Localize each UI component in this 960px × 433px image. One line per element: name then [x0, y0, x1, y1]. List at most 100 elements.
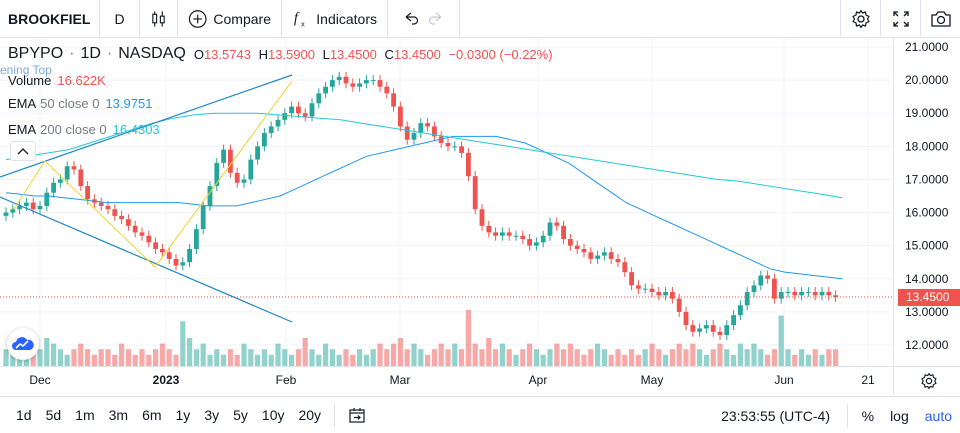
candle-body [513, 235, 519, 237]
volume-bar [771, 349, 777, 366]
candle-body [493, 232, 498, 236]
snapshot-button[interactable] [920, 0, 960, 38]
volume-bar [329, 349, 335, 366]
redo-icon[interactable] [427, 10, 445, 28]
compare-button[interactable]: Compare [178, 0, 282, 38]
volume-bar [765, 354, 771, 366]
candle-body [663, 292, 668, 296]
candle-body [826, 292, 832, 296]
auto-scale-button[interactable]: auto [924, 407, 952, 424]
candle-body [275, 119, 281, 127]
volume-bar [112, 354, 118, 366]
volume-bar [309, 349, 315, 366]
volume-bar [248, 349, 254, 366]
ema200-value: 16.4303 [112, 121, 160, 137]
volume-bar [547, 349, 553, 366]
volume-bar [622, 354, 628, 366]
percent-scale-button[interactable]: % [861, 407, 875, 424]
volume-bar [91, 354, 97, 366]
candle-body [364, 80, 369, 84]
volume-bar [350, 354, 356, 366]
volume-bar [737, 343, 743, 366]
log-scale-button[interactable]: log [890, 407, 909, 424]
legend-separator: · [106, 45, 113, 62]
range-button-3m[interactable]: 3m [108, 407, 129, 423]
volume-bar [30, 354, 36, 366]
volume-bar [676, 343, 682, 366]
volume-bar [295, 349, 301, 366]
volume-bar [697, 349, 703, 366]
volume-bar [10, 354, 16, 366]
candle-body [391, 93, 396, 107]
undo-icon[interactable] [402, 10, 420, 28]
volume-bar [363, 354, 369, 366]
volume-bar [506, 349, 512, 366]
chart-pane[interactable]: 21.0000 20.0000 19.0000 18.0000 17.0000 16.00… [0, 39, 960, 394]
goto-date-button[interactable] [341, 397, 373, 433]
volume-bar [805, 354, 811, 366]
range-button-5d[interactable]: 5d [45, 407, 62, 423]
ema200-line [5, 112, 843, 199]
candle-body [717, 331, 723, 336]
range-button-20y[interactable]: 20y [298, 407, 322, 423]
range-button-10y[interactable]: 10y [261, 407, 285, 423]
candle-body [574, 245, 580, 249]
volume-bar [85, 349, 91, 366]
ema50-label: EMA [8, 95, 37, 111]
candle-body [799, 292, 804, 296]
price-chart[interactable]: 21.0000 20.0000 19.0000 18.0000 17.0000 16.00… [0, 39, 960, 394]
legend-main-series[interactable]: BPYPO · 1D · NASDAQ O13.5743 H13.5900 L1… [8, 44, 553, 64]
last-price-tag: 13.4500 [898, 289, 960, 306]
indicators-button[interactable]: f x Indicators [282, 0, 388, 38]
volume-bar [214, 349, 220, 366]
legend-volume[interactable]: Volume 16.622K [8, 70, 553, 90]
volume-bar [391, 343, 397, 366]
volume-bar [146, 354, 152, 366]
volume-bar [758, 349, 764, 366]
candle-body [404, 126, 410, 140]
volume-bar [588, 349, 594, 366]
legend-ema200[interactable]: EMA 200 close 0 16.4303 [8, 116, 553, 142]
range-button-1y[interactable]: 1y [175, 407, 191, 423]
camera-icon [930, 11, 951, 27]
candle-body [146, 235, 152, 243]
ema50-line [5, 135, 843, 280]
candle-body [98, 202, 104, 206]
legend-collapse-button[interactable] [10, 141, 36, 161]
volume-bar [833, 349, 839, 366]
volume-bar [669, 349, 675, 366]
candle-body [3, 212, 9, 216]
volume-bar [819, 354, 825, 366]
range-button-1d[interactable]: 1d [16, 407, 32, 423]
volume-bar [731, 354, 737, 366]
symbol-search-button[interactable]: BROOKFIEL [0, 0, 100, 38]
fullscreen-button[interactable] [880, 0, 920, 38]
volume-bar [418, 349, 424, 366]
ema50-params: 50 close 0 [40, 95, 100, 111]
candle-body [160, 248, 165, 253]
chart-type-button[interactable] [140, 0, 178, 38]
high-value: 13.5900 [267, 46, 315, 62]
range-button-3y[interactable]: 3y [204, 407, 220, 423]
candle-body [289, 106, 294, 114]
settings-button[interactable] [840, 0, 880, 38]
volume-bar [683, 349, 689, 366]
volume-bar [44, 338, 50, 366]
candle-body [105, 205, 111, 210]
axis-settings-icon[interactable] [920, 372, 938, 390]
candle-body [432, 126, 437, 137]
candle-body [697, 328, 702, 332]
volume-bar [411, 343, 417, 366]
range-button-6m[interactable]: 6m [142, 407, 162, 423]
candle-body [343, 76, 349, 84]
volume-bar [724, 349, 730, 366]
legend-ohlc: O13.5743 H13.5900 L13.4500 C13.4500 −0.0… [194, 47, 553, 62]
logo-button[interactable] [7, 328, 39, 360]
time-readout[interactable]: 23:53:55 (UTC-4) [721, 407, 830, 424]
change-value: −0.0300 (−0.22%) [448, 46, 553, 62]
range-button-5y[interactable]: 5y [233, 407, 248, 423]
interval-button[interactable]: D [100, 0, 140, 38]
volume-bar [166, 349, 172, 366]
range-button-1m[interactable]: 1m [75, 407, 95, 423]
legend-ema50[interactable]: EMA 50 close 0 13.9751 [8, 90, 553, 116]
